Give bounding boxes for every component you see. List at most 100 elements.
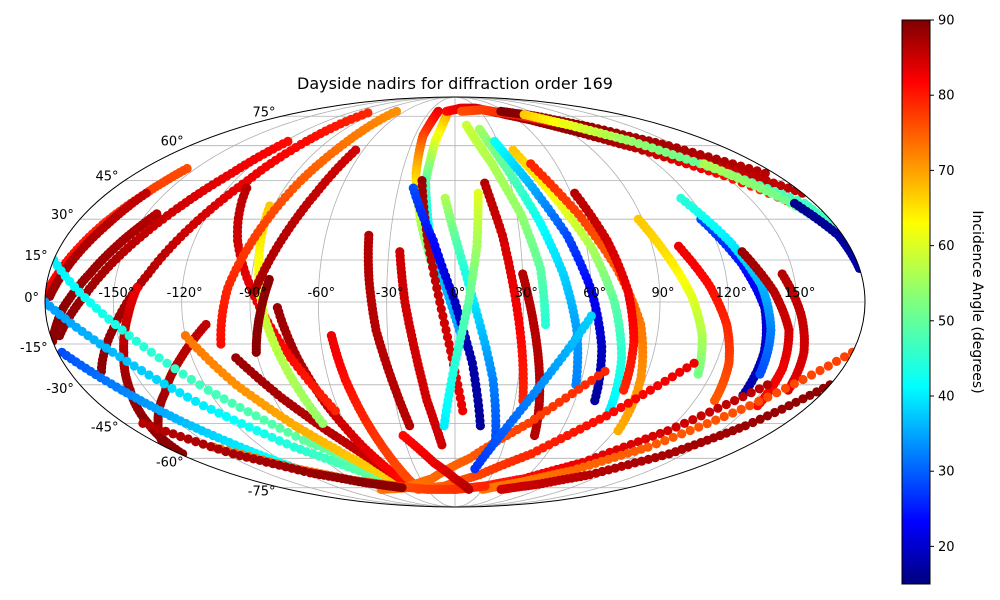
data-point [719, 156, 730, 167]
map-tick-labels: -150° -120° -90° -60° -30° 0° 30° 60° 90° 120° 150… [20, 105, 815, 499]
latitude-tick-label: -45° [91, 420, 119, 435]
longitude-tick-label: 120° [716, 286, 747, 301]
data-point [626, 439, 636, 450]
data-point [657, 451, 667, 461]
data-point [110, 319, 120, 330]
data-point [243, 407, 253, 417]
data-point [129, 361, 139, 371]
data-point [229, 415, 239, 425]
latitude-tick-label: 60° [161, 135, 184, 150]
data-point [318, 418, 328, 428]
data-point [139, 342, 149, 352]
longitude-tick-label: 30° [515, 286, 538, 301]
data-point [738, 392, 748, 402]
data-point [496, 484, 506, 494]
data-point [470, 464, 480, 474]
data-point [529, 430, 540, 441]
data-point [687, 147, 698, 157]
data-point [677, 429, 687, 439]
data-point [175, 388, 185, 398]
data-point [587, 375, 597, 385]
data-point [763, 392, 773, 402]
data-point [439, 318, 449, 328]
latitude-tick-label: 30° [51, 208, 74, 223]
data-point [783, 183, 793, 193]
data-point [671, 422, 681, 432]
data-point [122, 356, 132, 366]
colorbar-ticks: 20 30 40 50 60 70 80 90 [930, 14, 955, 555]
data-point [815, 365, 825, 376]
data-point [748, 417, 758, 428]
data-point [145, 421, 156, 431]
data-point [275, 423, 285, 433]
colorbar-tick-label: 70 [938, 164, 955, 179]
data-point [648, 431, 658, 441]
data-point [405, 421, 415, 431]
data-point [744, 163, 754, 174]
data-point [213, 444, 223, 454]
data-point [713, 403, 723, 413]
data-point [719, 411, 729, 422]
data-point [397, 483, 407, 493]
data-point [252, 425, 262, 436]
data-point [784, 401, 794, 411]
data-point [694, 422, 704, 432]
data-point [798, 394, 808, 404]
data-point [730, 396, 740, 406]
data-point [711, 415, 721, 425]
data-point [660, 436, 670, 446]
data-point [645, 385, 656, 395]
data-point [641, 434, 651, 444]
data-point [728, 159, 738, 169]
data-point [650, 453, 660, 463]
data-point [206, 442, 216, 452]
data-point [798, 374, 808, 385]
data-point [688, 415, 698, 425]
data-point [464, 484, 474, 494]
data-point [206, 404, 216, 414]
data-point [667, 372, 678, 382]
data-point [480, 481, 490, 491]
latitude-tick-label: 45° [96, 170, 119, 185]
data-point [198, 439, 208, 449]
data-point [426, 255, 436, 265]
data-point [623, 398, 633, 408]
data-point [728, 408, 738, 418]
data-point [710, 396, 720, 406]
data-point [104, 314, 114, 324]
data-point [475, 421, 485, 431]
longitude-tick-label: 0° [451, 286, 466, 301]
data-point [831, 356, 842, 366]
data-point [441, 325, 451, 335]
data-point [736, 161, 746, 171]
data-point [146, 347, 156, 357]
data-point [754, 396, 764, 406]
data-point [227, 398, 237, 408]
data-point [428, 262, 438, 272]
data-point [823, 361, 833, 371]
data-point [760, 168, 770, 178]
colorbar-tick-label: 50 [938, 314, 955, 329]
data-point [170, 364, 180, 374]
data-point [437, 440, 447, 450]
colorbar-tick-label: 80 [938, 89, 955, 104]
data-point [703, 152, 713, 162]
data-point [115, 352, 125, 362]
data-point [436, 304, 446, 314]
data-point [780, 383, 791, 393]
data-point [791, 397, 801, 407]
data-point [619, 385, 629, 395]
data-point [97, 309, 108, 319]
data-point [435, 297, 445, 307]
data-point [250, 286, 260, 296]
map-outline [44, 96, 866, 508]
data-point [613, 426, 623, 436]
data-point [244, 422, 254, 432]
data-point [108, 347, 118, 357]
data-point [567, 389, 577, 399]
data-point [762, 380, 773, 390]
data-point [183, 434, 193, 444]
scatter-points [45, 103, 865, 494]
data-point [682, 363, 692, 373]
data-point [696, 411, 706, 421]
